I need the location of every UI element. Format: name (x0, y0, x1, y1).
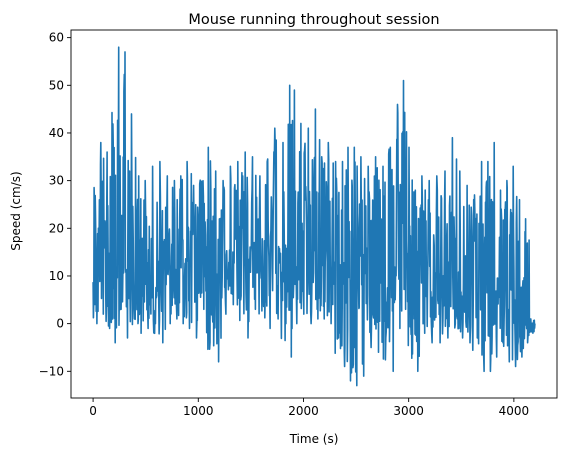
x-axis-title: Time (s) (289, 432, 339, 446)
y-tick-label: 20 (49, 221, 64, 235)
y-tick-label: 30 (49, 174, 64, 188)
x-tick-label: 1000 (183, 404, 214, 418)
x-tick-label: 3000 (393, 404, 424, 418)
speed-trace (92, 46, 536, 387)
y-tick-label: 0 (56, 317, 64, 331)
x-tick-label: 0 (89, 404, 97, 418)
y-tick-label: 40 (49, 126, 64, 140)
y-axis-ticks: −10 0 10 20 30 40 50 60 (39, 31, 71, 378)
chart-title: Mouse running throughout session (188, 12, 439, 28)
x-tick-label: 4000 (499, 404, 530, 418)
x-tick-label: 2000 (288, 404, 319, 418)
y-axis-title: Speed (cm/s) (9, 171, 23, 250)
y-tick-label: 50 (49, 78, 64, 92)
y-tick-label: 60 (49, 31, 64, 45)
plot-area-frame (70, 29, 558, 399)
speed-series-line (92, 46, 536, 387)
y-tick-label: −10 (39, 364, 64, 378)
y-tick-label: 10 (49, 269, 64, 283)
x-axis-ticks: 0 1000 2000 3000 4000 (89, 398, 529, 418)
